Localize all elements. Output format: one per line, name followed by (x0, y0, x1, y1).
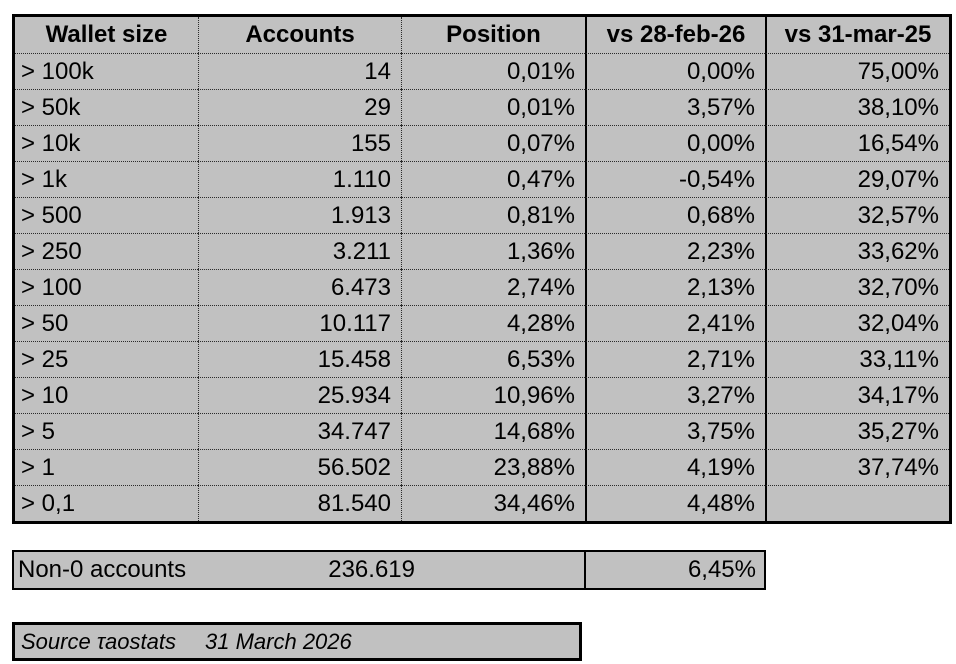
accounts-cell: 6.473 (198, 269, 401, 305)
position-cell: 0,01% (401, 53, 585, 89)
vs-feb-cell: 3,27% (585, 377, 765, 413)
accounts-cell: 34.747 (198, 413, 401, 449)
vs-feb-cell: 4,19% (585, 449, 765, 485)
position-cell: 2,74% (401, 269, 585, 305)
wallet-size-cell: > 0,1 (15, 485, 198, 521)
vs-mar-cell: 16,54% (765, 125, 949, 161)
wallet-size-cell: > 5 (15, 413, 198, 449)
summary-accounts-value: 236.619 (197, 552, 423, 588)
vs-feb-cell: 3,57% (585, 89, 765, 125)
vs-mar-cell: 34,17% (765, 377, 949, 413)
wallet-size-cell: > 25 (15, 341, 198, 377)
accounts-cell: 81.540 (198, 485, 401, 521)
wallet-size-cell: > 1k (15, 161, 198, 197)
wallet-size-cell: > 50 (15, 305, 198, 341)
wallet-size-cell: > 100 (15, 269, 198, 305)
accounts-cell: 1.913 (198, 197, 401, 233)
vs-feb-cell: 0,68% (585, 197, 765, 233)
column-header-vs-28-feb-26: vs 28-feb-26 (585, 17, 765, 53)
position-cell: 34,46% (401, 485, 585, 521)
position-cell: 0,01% (401, 89, 585, 125)
accounts-cell: 14 (198, 53, 401, 89)
position-cell: 14,68% (401, 413, 585, 449)
accounts-cell: 56.502 (198, 449, 401, 485)
vs-feb-cell: 2,23% (585, 233, 765, 269)
vs-mar-cell: 29,07% (765, 161, 949, 197)
wallet-size-cell: > 1 (15, 449, 198, 485)
position-cell: 6,53% (401, 341, 585, 377)
summary-vs-feb-value: 6,45% (584, 552, 764, 588)
vs-mar-cell: 32,57% (765, 197, 949, 233)
wallet-size-cell: > 10k (15, 125, 198, 161)
vs-feb-cell: 0,00% (585, 53, 765, 89)
wallet-size-cell: > 500 (15, 197, 198, 233)
position-cell: 0,07% (401, 125, 585, 161)
source-label: Source τaostats (15, 625, 199, 658)
accounts-cell: 29 (198, 89, 401, 125)
vs-feb-cell: 4,48% (585, 485, 765, 521)
vs-mar-cell: 33,62% (765, 233, 949, 269)
vs-mar-cell: 32,70% (765, 269, 949, 305)
vs-mar-cell: 37,74% (765, 449, 949, 485)
wallet-size-cell: > 100k (15, 53, 198, 89)
wallet-size-cell: > 250 (15, 233, 198, 269)
position-cell: 1,36% (401, 233, 585, 269)
vs-mar-cell: 75,00% (765, 53, 949, 89)
non-zero-accounts-row: Non-0 accounts 236.619 6,45% (12, 550, 766, 590)
vs-feb-cell: 2,13% (585, 269, 765, 305)
vs-feb-cell: 3,75% (585, 413, 765, 449)
wallet-size-cell: > 50k (15, 89, 198, 125)
summary-spacer-cell (423, 552, 584, 588)
vs-mar-cell: 32,04% (765, 305, 949, 341)
accounts-cell: 25.934 (198, 377, 401, 413)
wallet-size-cell: > 10 (15, 377, 198, 413)
source-date: 31 March 2026 (199, 625, 579, 658)
accounts-cell: 1.110 (198, 161, 401, 197)
accounts-cell: 155 (198, 125, 401, 161)
vs-mar-cell (765, 485, 949, 521)
source-note: Source τaostats 31 March 2026 (12, 622, 582, 661)
column-header-vs-31-mar-25: vs 31-mar-25 (765, 17, 949, 53)
accounts-cell: 10.117 (198, 305, 401, 341)
column-header-wallet-size: Wallet size (15, 17, 198, 53)
position-cell: 4,28% (401, 305, 585, 341)
position-cell: 10,96% (401, 377, 585, 413)
vs-feb-cell: 0,00% (585, 125, 765, 161)
vs-mar-cell: 38,10% (765, 89, 949, 125)
position-cell: 0,47% (401, 161, 585, 197)
accounts-cell: 3.211 (198, 233, 401, 269)
column-header-position: Position (401, 17, 585, 53)
position-cell: 23,88% (401, 449, 585, 485)
column-header-accounts: Accounts (198, 17, 401, 53)
vs-feb-cell: 2,41% (585, 305, 765, 341)
accounts-cell: 15.458 (198, 341, 401, 377)
vs-feb-cell: -0,54% (585, 161, 765, 197)
vs-mar-cell: 33,11% (765, 341, 949, 377)
vs-feb-cell: 2,71% (585, 341, 765, 377)
summary-label: Non-0 accounts (14, 552, 197, 588)
position-cell: 0,81% (401, 197, 585, 233)
vs-mar-cell: 35,27% (765, 413, 949, 449)
wallet-size-table: Wallet size Accounts Position vs 28-feb-… (12, 14, 952, 524)
